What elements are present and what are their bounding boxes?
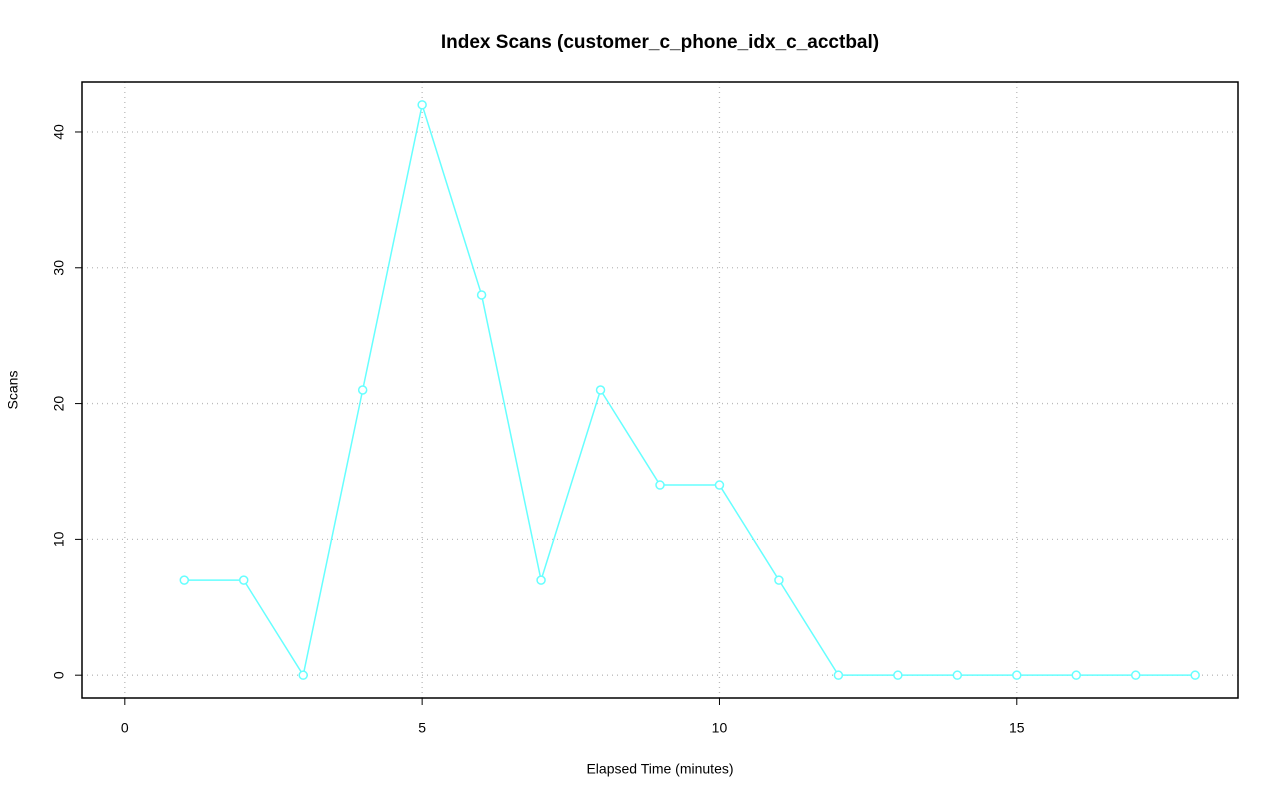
x-axis-label: Elapsed Time (minutes) [586, 761, 733, 777]
point [774, 575, 784, 585]
point [893, 670, 903, 680]
plot-frame [81, 81, 1239, 699]
point [714, 480, 725, 490]
point [357, 385, 368, 395]
point [1012, 670, 1022, 680]
y-tick-label: 40 [51, 124, 67, 140]
y-tick-label: 0 [51, 671, 67, 679]
point [952, 670, 963, 680]
point [536, 575, 546, 585]
point [1130, 670, 1141, 680]
x-tick-label: 5 [418, 720, 426, 736]
point [655, 480, 665, 490]
point [595, 385, 606, 395]
y-tick-label: 30 [51, 260, 67, 276]
y-tick-label: 10 [51, 531, 67, 547]
chart-title: Index Scans (customer_c_phone_idx_c_acct… [441, 32, 879, 53]
x-tick-label: 10 [712, 720, 728, 736]
point [1071, 670, 1082, 680]
x-tick-label: 15 [1009, 720, 1025, 736]
point [298, 670, 308, 680]
point [476, 290, 487, 300]
x-tick-label: 0 [121, 720, 129, 736]
point [1190, 670, 1200, 680]
point [417, 100, 427, 110]
y-tick-label: 20 [51, 396, 67, 412]
point [238, 575, 249, 585]
point [179, 575, 190, 585]
y-axis-label: Scans [5, 371, 21, 410]
line [184, 101, 1196, 678]
point [833, 670, 844, 680]
